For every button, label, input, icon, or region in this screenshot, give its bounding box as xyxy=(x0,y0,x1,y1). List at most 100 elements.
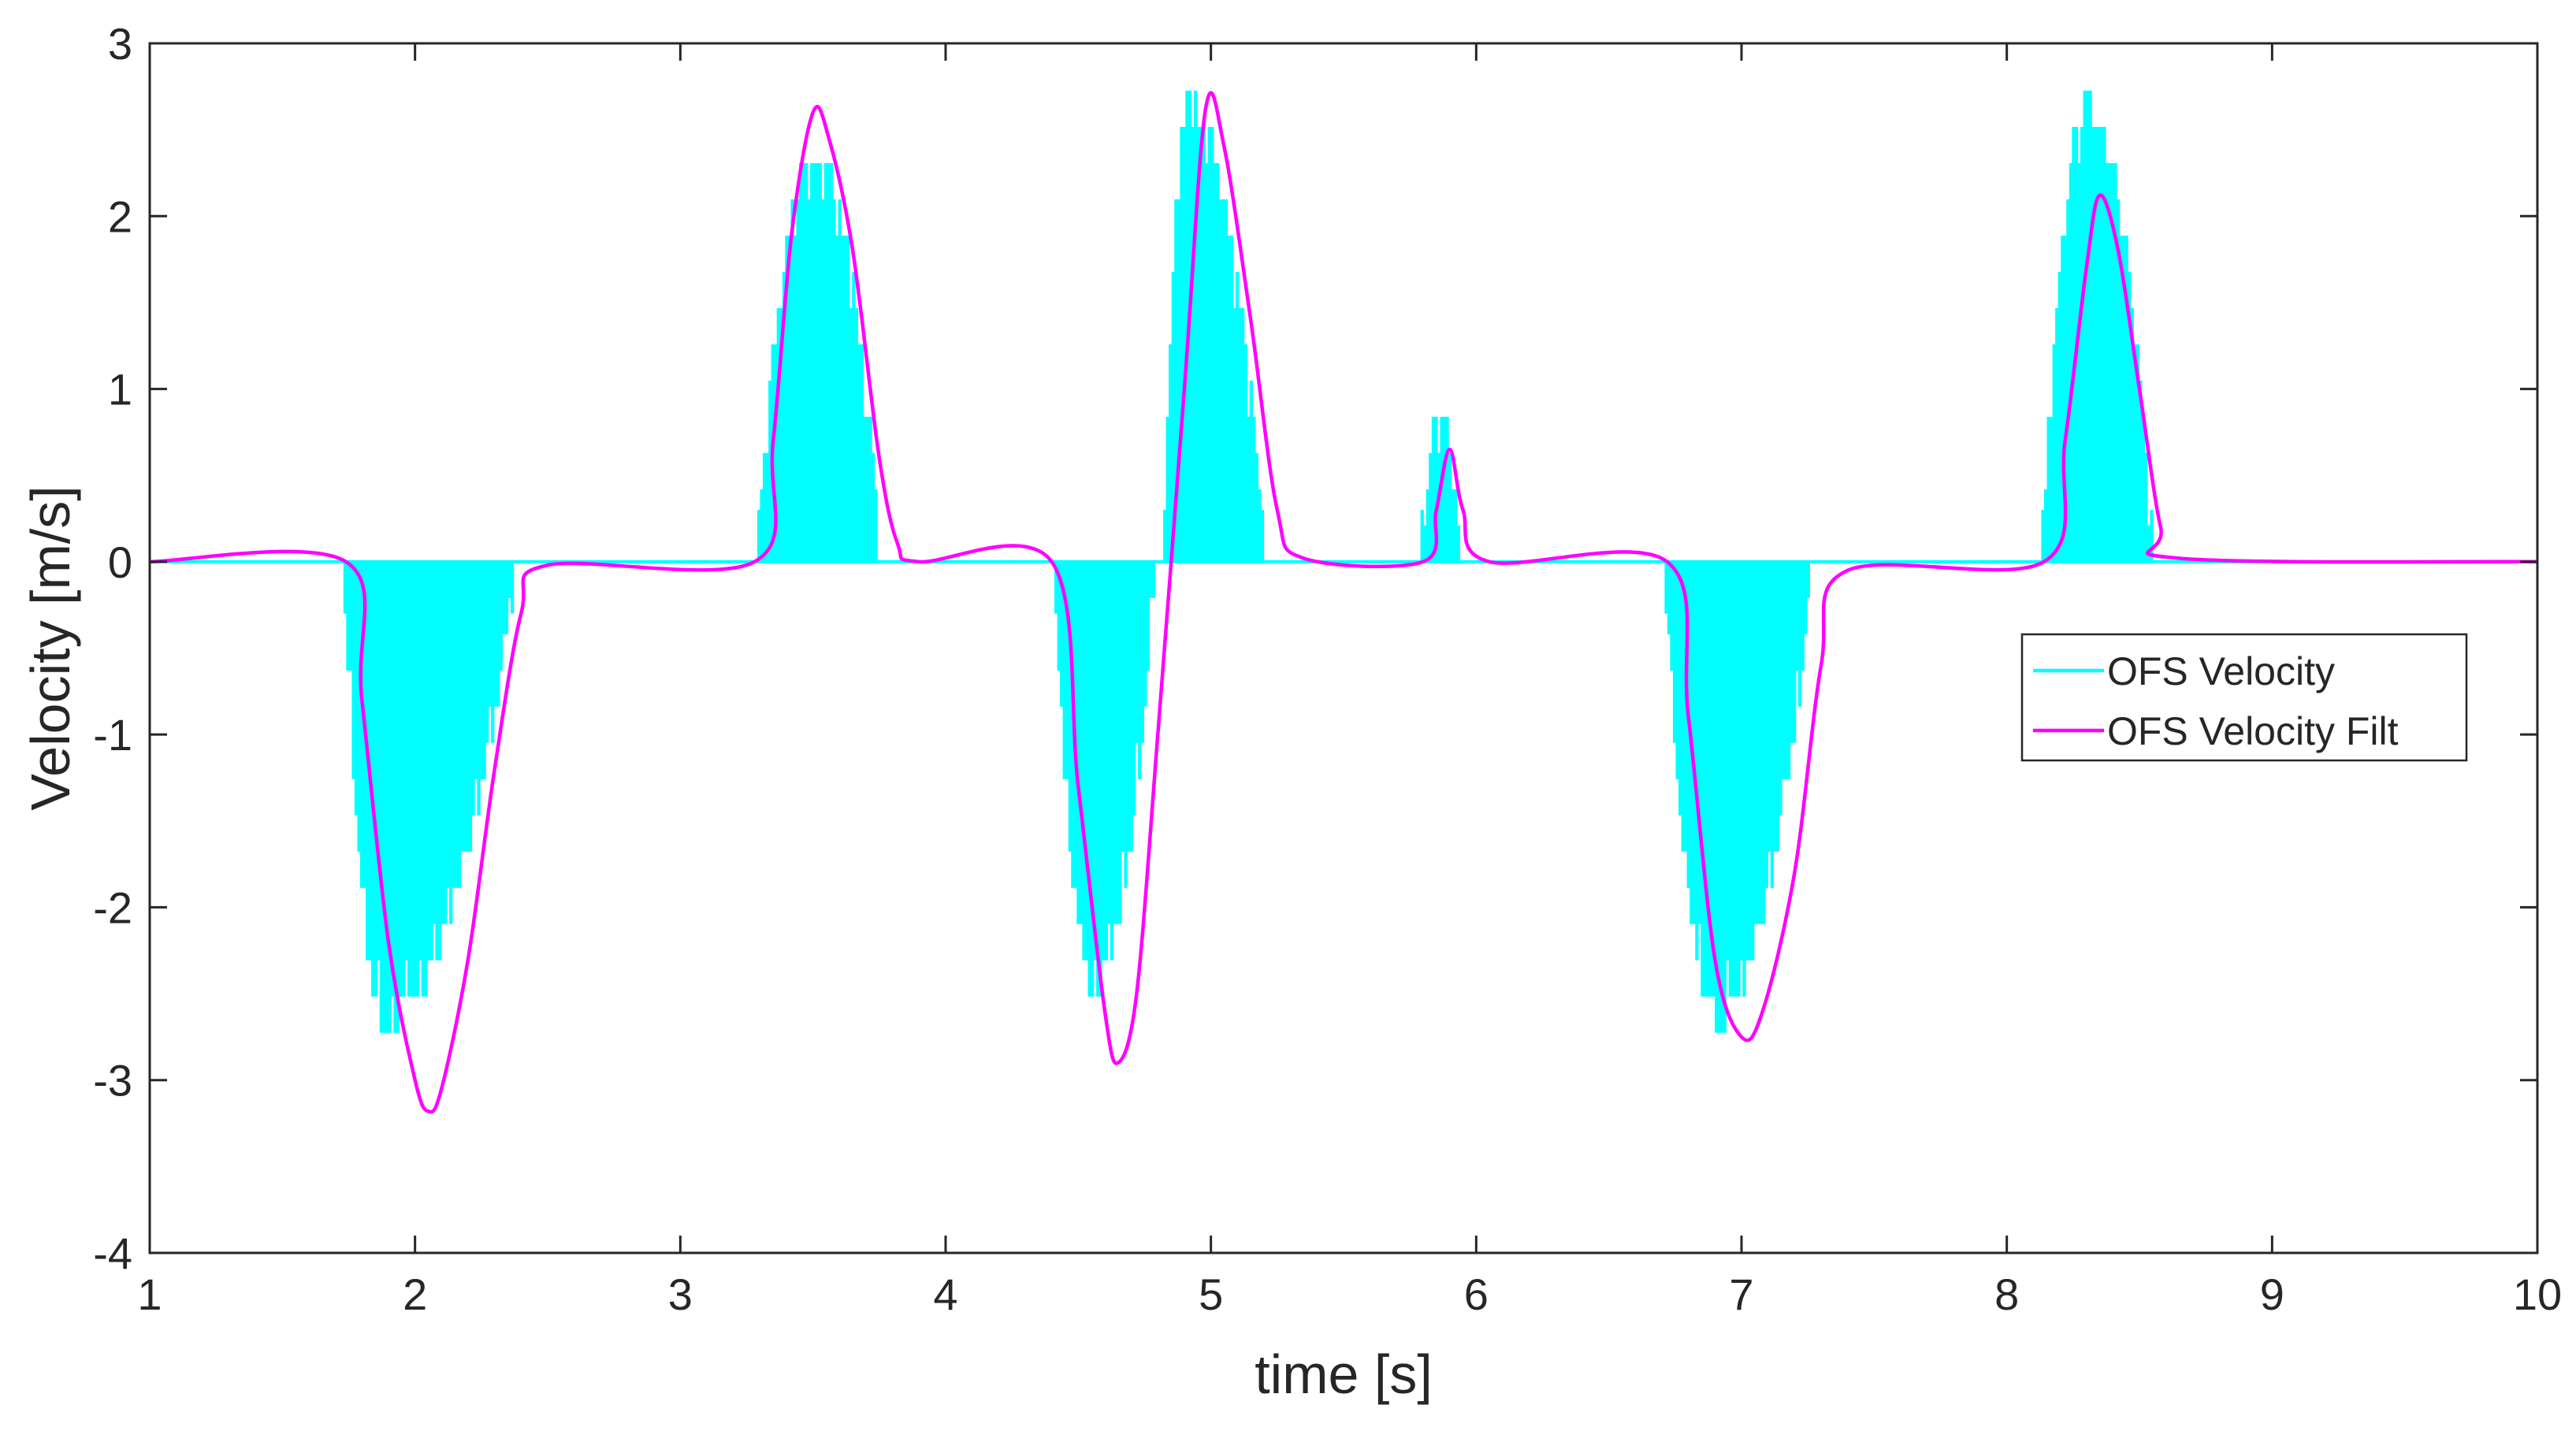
series-ofs-velocity xyxy=(150,91,2537,1033)
raw-bar xyxy=(1143,561,1147,707)
y-tick-label: 0 xyxy=(108,537,132,587)
raw-bar xyxy=(871,452,875,562)
raw-bar xyxy=(1798,561,1802,707)
raw-bar xyxy=(2102,127,2106,562)
raw-bar xyxy=(2124,236,2128,562)
raw-bar xyxy=(782,272,786,562)
raw-bar xyxy=(1739,561,1744,961)
raw-bar xyxy=(1801,561,1805,671)
raw-bar xyxy=(1454,489,1458,562)
raw-bar xyxy=(382,561,386,1033)
raw-bar xyxy=(480,561,484,779)
raw-bar xyxy=(760,489,764,562)
raw-bar xyxy=(1742,561,1746,997)
raw-bar xyxy=(1218,199,1223,562)
raw-bar xyxy=(1132,561,1136,816)
raw-bar xyxy=(1194,91,1198,562)
axes-box xyxy=(148,42,2539,1254)
raw-bar xyxy=(1210,127,1214,562)
raw-bar xyxy=(821,199,825,562)
legend-label: OFS Velocity Filt xyxy=(2107,709,2399,753)
raw-bar xyxy=(1174,199,1178,562)
legend-label: OFS Velocity xyxy=(2107,649,2335,693)
raw-bar xyxy=(2105,163,2109,562)
raw-bar xyxy=(1701,561,1704,997)
raw-bar xyxy=(399,561,403,997)
raw-bar xyxy=(393,561,397,1033)
raw-bar xyxy=(343,561,348,614)
raw-bar xyxy=(1692,561,1696,924)
raw-bar xyxy=(471,561,475,816)
raw-bar xyxy=(2141,416,2145,562)
raw-bar xyxy=(1165,416,1169,562)
raw-bar xyxy=(807,199,811,562)
raw-bar xyxy=(435,561,439,961)
raw-bar xyxy=(385,561,389,1033)
raw-bar xyxy=(1795,561,1799,671)
raw-bar xyxy=(2130,308,2134,562)
raw-bar xyxy=(829,163,834,562)
raw-bar xyxy=(1149,561,1153,598)
raw-bar xyxy=(404,561,408,961)
raw-bar xyxy=(2139,380,2143,562)
raw-bar xyxy=(1065,561,1069,779)
raw-bar xyxy=(1670,561,1674,671)
raw-bar xyxy=(474,561,478,779)
raw-bar xyxy=(1664,561,1668,614)
raw-bar xyxy=(455,561,459,888)
raw-bar xyxy=(787,236,792,562)
raw-bar xyxy=(1806,561,1810,598)
raw-bar xyxy=(1255,452,1258,562)
raw-bar xyxy=(460,561,464,852)
raw-bar xyxy=(793,236,797,562)
raw-bar xyxy=(1781,561,1786,779)
x-tick-label: 10 xyxy=(2513,1269,2562,1319)
raw-bar xyxy=(2116,199,2121,562)
raw-bar xyxy=(488,561,492,707)
raw-bar xyxy=(1082,561,1086,961)
raw-bar xyxy=(2110,163,2115,562)
raw-bar xyxy=(1191,127,1195,562)
raw-bar xyxy=(1236,272,1240,562)
raw-bar xyxy=(2083,91,2087,562)
raw-bar xyxy=(1429,452,1433,562)
raw-bar xyxy=(1451,489,1455,562)
raw-bar xyxy=(1751,561,1755,961)
raw-bar xyxy=(1205,163,1209,562)
raw-bar xyxy=(426,561,431,961)
raw-bar xyxy=(779,308,783,562)
raw-bar xyxy=(1260,510,1265,562)
raw-bar xyxy=(463,561,467,852)
raw-bar xyxy=(1675,561,1679,779)
raw-bar xyxy=(1079,561,1084,924)
raw-bar xyxy=(1196,127,1200,562)
raw-bar xyxy=(790,199,794,562)
raw-bar xyxy=(1426,489,1429,562)
raw-bar xyxy=(841,236,845,562)
y-tick-label: -4 xyxy=(93,1228,132,1278)
raw-bar xyxy=(2069,163,2073,562)
raw-bar xyxy=(1229,236,1234,562)
raw-bar xyxy=(1121,561,1125,852)
raw-bar xyxy=(1756,561,1760,924)
raw-bar xyxy=(1728,561,1732,997)
raw-bar xyxy=(1442,416,1447,562)
raw-bar xyxy=(2072,127,2076,562)
raw-bar xyxy=(1113,561,1117,924)
raw-bar xyxy=(1151,561,1156,598)
raw-bar xyxy=(1717,561,1721,1033)
raw-bar xyxy=(351,561,355,779)
raw-bar xyxy=(854,308,858,562)
raw-bar xyxy=(432,561,437,924)
raw-bar xyxy=(1096,561,1100,997)
raw-bar xyxy=(865,416,870,562)
raw-bar xyxy=(354,561,359,816)
raw-bar xyxy=(2044,489,2048,562)
raw-bar xyxy=(496,561,500,707)
raw-bar xyxy=(499,561,503,671)
raw-bar xyxy=(1224,199,1229,562)
x-tick-label: 3 xyxy=(668,1269,693,1319)
raw-bar xyxy=(1138,561,1142,779)
raw-bar xyxy=(1734,561,1738,997)
raw-bar xyxy=(1768,561,1771,852)
